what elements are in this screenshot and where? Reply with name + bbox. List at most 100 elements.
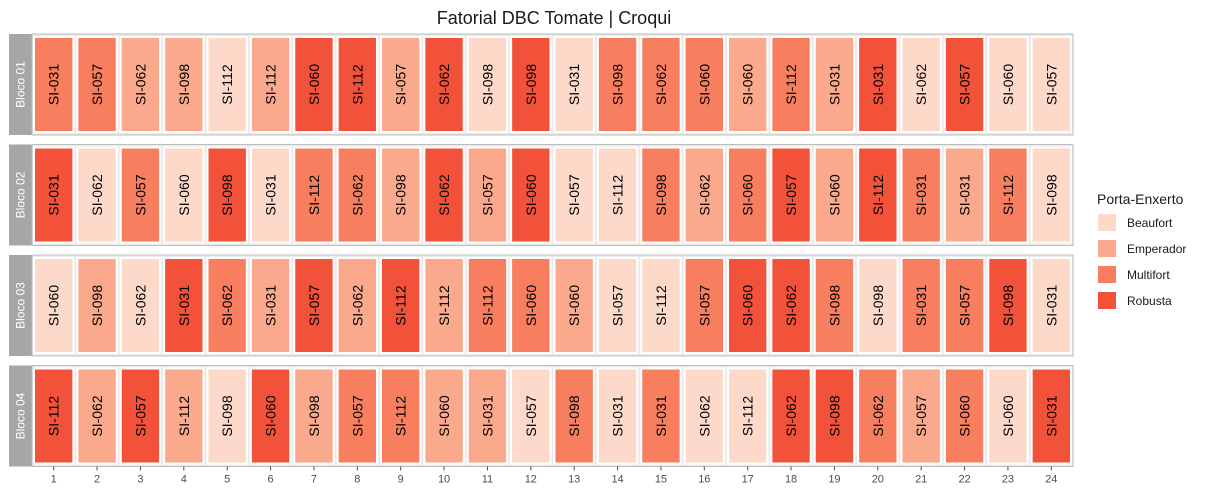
plot-cell [119,36,162,133]
plot-cell [76,257,118,354]
plot-cell [466,36,509,133]
block-panel: Bloco 02 SI-031 SI-062 SI-057 SI-060 SI-098 SI… [9,144,1074,246]
x-tick-label: 11 [482,474,493,486]
plot-cell [33,367,75,465]
cell-label: SI-031 [479,395,495,436]
plot-cell [423,146,465,244]
plot-cell [119,367,162,465]
cell-label: SI-112 [349,64,365,104]
cell-label: SI-031 [913,174,929,215]
cell-label: SI-060 [696,64,712,105]
cell-label: SI-098 [176,64,192,105]
plot-cell [33,257,75,354]
legend-items: Beaufort Emperador Multifort Robusta [1098,214,1186,309]
cell-label: SI-057 [957,64,973,105]
plot-cell [163,36,205,133]
x-tick-label: 19 [828,474,840,486]
x-tick-label: 3 [137,474,143,486]
legend: Porta-Enxerto Beaufort Emperador Multifort… [1097,191,1186,309]
cell-label: SI-031 [913,285,929,326]
plot-cell [813,257,856,354]
plot-cell [900,257,942,354]
cell-label: SI-112 [783,64,799,104]
plot-cell [76,36,118,133]
block-label: Bloco 04 [14,392,28,439]
plot-cell [293,367,335,465]
cell-label: SI-057 [479,174,495,215]
plot-cell [119,257,162,354]
x-axis-ticks: 1 2 3 4 5 6 7 8 9 10 11 12 13 14 15 16 17 18 19 20 21 22 23 24 [51,466,1057,486]
cell-label: SI-057 [957,285,973,326]
plot-cell [293,257,335,354]
plot-cell [1030,36,1072,133]
cell-label: SI-060 [740,285,756,326]
plot-cell [596,367,639,465]
plot-cell [987,367,1029,465]
plot-cell [770,367,812,465]
cell-label: SI-057 [89,64,105,105]
plot-cell [640,367,682,465]
plot-cell [640,146,682,244]
plot-cell [163,257,205,354]
cell-label: SI-057 [393,64,409,105]
cell-label: SI-060 [740,64,756,105]
plot-cell [206,36,248,133]
plot-cell [596,36,639,133]
legend-swatch [1098,214,1116,231]
cell-label: SI-098 [219,395,235,436]
x-tick-label: 24 [1045,474,1057,486]
x-tick-label: 7 [311,474,317,486]
plot-cell [727,146,769,244]
cell-label: SI-098 [870,285,886,326]
cell-label: SI-031 [1043,395,1059,436]
panel-background [31,144,1074,246]
cell-label: SI-060 [740,174,756,215]
plot-cell [249,36,292,133]
x-tick-label: 18 [785,474,797,486]
cell-label: SI-098 [306,395,322,436]
cell-label: SI-062 [870,395,886,436]
plot-cell [857,367,899,465]
plot-cell [76,146,118,244]
cell-label: SI-031 [263,285,279,326]
cell-label: SI-112 [740,396,756,436]
cell-label: SI-062 [696,174,712,215]
cell-label: SI-098 [479,64,495,105]
cell-label: SI-062 [436,64,452,105]
plot-cell [423,257,465,354]
cell-label: SI-060 [957,395,973,436]
plot-cell [943,146,986,244]
cell-label: SI-098 [1043,174,1059,215]
plot-cell [1030,367,1072,465]
x-tick-label: 14 [611,474,623,486]
plot-cell [466,367,509,465]
cell-label: SI-060 [826,174,842,215]
cell-label: SI-057 [523,395,539,436]
cell-label: SI-060 [566,285,582,326]
block-label: Bloco 01 [14,61,28,108]
cell-label: SI-031 [610,395,626,436]
plot-cell [380,367,422,465]
plot-cell [510,146,552,244]
strip-background [9,365,32,467]
cell-label: SI-062 [89,395,105,436]
cell-label: SI-062 [783,285,799,326]
cell-label: SI-112 [436,285,452,325]
cell-label: SI-062 [696,395,712,436]
cell-label: SI-098 [219,174,235,215]
plot-cell [466,146,509,244]
plot-cell [596,257,639,354]
x-tick-label: 23 [1002,474,1014,486]
plot-cell [553,257,595,354]
cell-label: SI-062 [219,285,235,326]
cell-label: SI-112 [306,175,322,215]
plot-cell [987,36,1029,133]
plot-cell [640,257,682,354]
x-tick-label: 12 [525,474,537,486]
plot-cell [510,257,552,354]
plot-cell [293,146,335,244]
panel-background [31,33,1074,136]
x-tick-label: 15 [655,474,667,486]
plot-cell [727,257,769,354]
plot-cell [33,146,75,244]
